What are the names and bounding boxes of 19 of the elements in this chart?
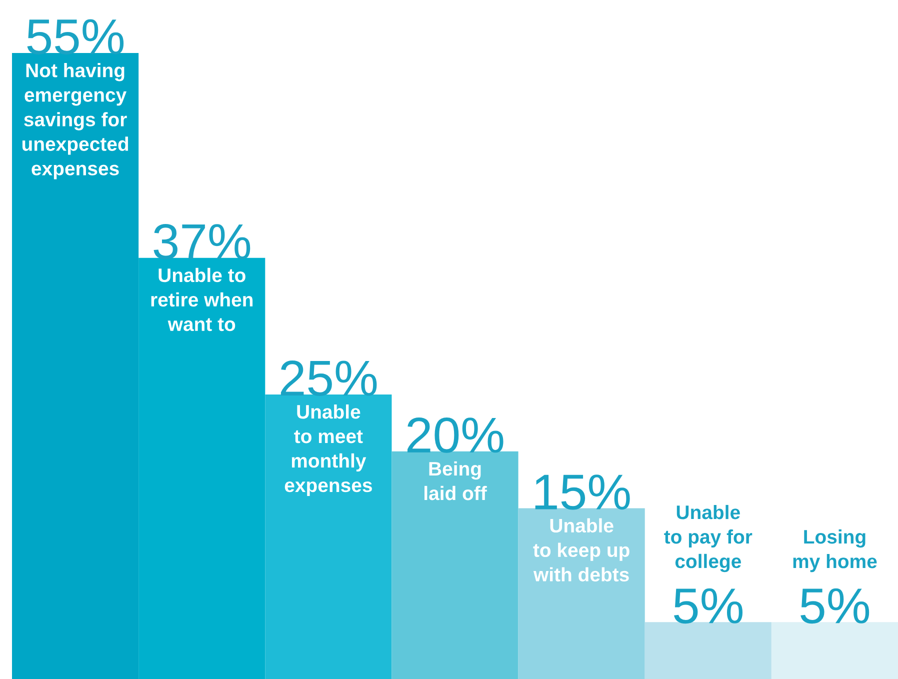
x-tick-label: Unable to meet monthly expenses — [284, 404, 372, 496]
bar — [771, 622, 898, 679]
data-label: 5% — [800, 588, 870, 624]
bar — [392, 451, 518, 679]
bar — [644, 622, 772, 679]
data-label: 37% — [154, 224, 250, 260]
data-label: 25% — [280, 360, 377, 396]
data-label: 5% — [674, 588, 742, 624]
x-tick-label: Not having emergency savings for unexpected expenses — [22, 63, 128, 180]
x-tick-label: Being laid off — [424, 461, 487, 500]
data-label: 15% — [535, 474, 630, 510]
x-tick-label: Unable to retire when want to — [151, 268, 253, 332]
x-tick-label: Losing my home — [793, 529, 877, 572]
data-label: 55% — [27, 19, 124, 54]
x-tick-label: Unable to pay for college — [664, 504, 752, 572]
data-label: 20% — [407, 417, 504, 453]
bar — [518, 508, 645, 679]
bar — [265, 394, 392, 679]
x-tick-label: Unable to keep up with debts — [533, 518, 630, 582]
